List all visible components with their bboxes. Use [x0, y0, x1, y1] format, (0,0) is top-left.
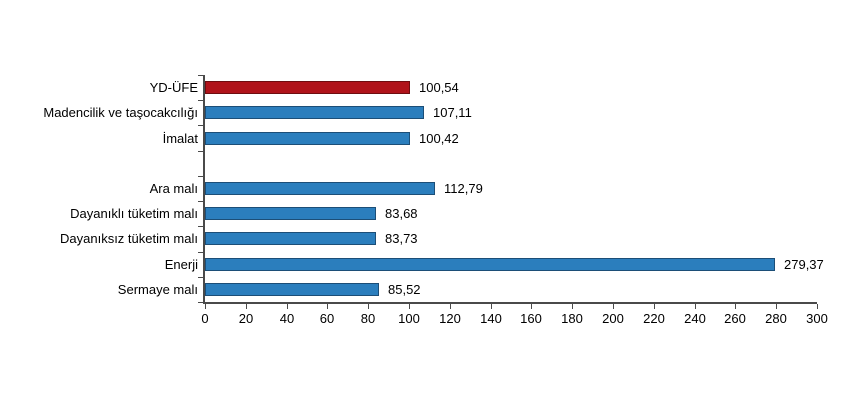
x-axis-tick — [695, 304, 696, 309]
value-label: 107,11 — [433, 105, 472, 120]
x-axis-tick-label: 40 — [279, 311, 295, 326]
x-axis-tick — [205, 304, 206, 309]
y-axis-tick — [198, 100, 203, 101]
x-axis-tick — [491, 304, 492, 309]
x-axis-tick-label: 260 — [724, 311, 746, 326]
category-label: Ara malı — [149, 181, 198, 196]
x-axis-tick-label: 120 — [439, 311, 461, 326]
category-label: Dayanıklı tüketim malı — [70, 206, 198, 221]
x-axis-tick-label: 20 — [238, 311, 254, 326]
bar-madencilik-ve-taşocakcılığı — [205, 106, 424, 119]
x-axis-tick — [327, 304, 328, 309]
value-label: 112,79 — [444, 181, 483, 196]
x-axis-tick — [246, 304, 247, 309]
bar-enerji — [205, 258, 775, 271]
y-axis-tick — [198, 226, 203, 227]
bar-dayanıklı-tüketim-malı — [205, 207, 376, 220]
y-axis-tick — [198, 125, 203, 126]
x-axis-tick — [817, 304, 818, 309]
x-axis-tick — [572, 304, 573, 309]
y-axis-tick — [198, 302, 203, 303]
x-axis-tick — [531, 304, 532, 309]
x-axis-tick-label: 300 — [806, 311, 828, 326]
x-axis-tick-label: 240 — [684, 311, 706, 326]
bar-i-malat — [205, 132, 410, 145]
y-axis-tick — [198, 151, 203, 152]
category-label: YD-ÜFE — [149, 80, 198, 95]
category-label: Enerji — [164, 257, 198, 272]
category-label: İmalat — [162, 131, 198, 146]
x-axis-tick-label: 140 — [480, 311, 502, 326]
x-axis-tick — [287, 304, 288, 309]
x-axis-tick-label: 0 — [201, 311, 209, 326]
x-axis-tick-label: 100 — [398, 311, 420, 326]
x-axis-tick — [409, 304, 410, 309]
y-axis-tick — [198, 75, 203, 76]
y-axis-tick — [198, 277, 203, 278]
bar-ara-malı — [205, 182, 435, 195]
plot-area: 0 20 40 60 80 100 120 140 160 180 200 220 240 260 280 3… — [43, 75, 828, 326]
x-axis-tick — [450, 304, 451, 309]
value-label: 279,37 — [784, 257, 824, 272]
value-label: 100,54 — [419, 80, 459, 95]
value-label: 83,73 — [385, 231, 418, 246]
x-axis-tick-label: 60 — [319, 311, 335, 326]
x-axis-tick — [368, 304, 369, 309]
bar-yd-üfe — [205, 81, 410, 94]
category-label: Madencilik ve taşocakcılığı — [43, 105, 198, 120]
category-label: Sermaye malı — [117, 282, 198, 297]
value-label: 83,68 — [385, 206, 418, 221]
value-label: 100,42 — [419, 131, 459, 146]
value-label: 85,52 — [388, 282, 421, 297]
x-axis-tick-label: 220 — [643, 311, 665, 326]
x-axis-tick-label: 180 — [561, 311, 583, 326]
x-axis-tick-label: 280 — [765, 311, 787, 326]
x-axis-tick-label: 200 — [602, 311, 624, 326]
category-label: Dayanıksız tüketim malı — [60, 231, 198, 246]
y-axis-tick — [198, 252, 203, 253]
x-axis-tick — [735, 304, 736, 309]
bar-dayanıksız-tüketim-malı — [205, 232, 376, 245]
y-axis-tick — [198, 176, 203, 177]
x-axis-tick — [654, 304, 655, 309]
x-axis-tick — [776, 304, 777, 309]
bar-sermaye-malı — [205, 283, 379, 296]
x-axis-tick — [613, 304, 614, 309]
y-axis-tick — [198, 201, 203, 202]
x-axis-tick-label: 80 — [360, 311, 376, 326]
x-axis-tick-label: 160 — [520, 311, 542, 326]
